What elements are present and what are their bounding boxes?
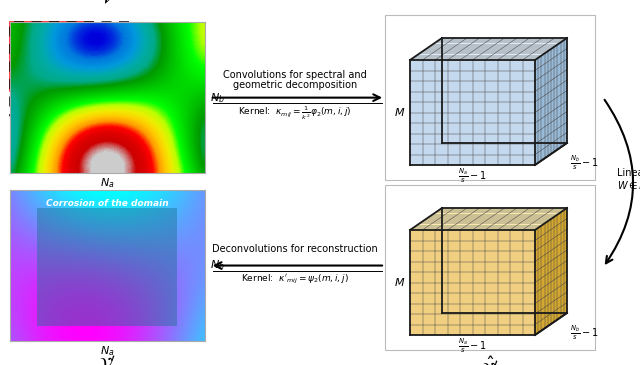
Text: $\frac{N_a}{s}-1$: $\frac{N_a}{s}-1$ <box>458 167 487 185</box>
Polygon shape <box>410 60 535 165</box>
Text: geometric decomposition: geometric decomposition <box>233 80 357 90</box>
Text: $W \in \mathbb{R}^{M\times M}$: $W \in \mathbb{R}^{M\times M}$ <box>617 178 640 192</box>
Bar <box>10 22 136 116</box>
Text: $\mathcal{V}'$: $\mathcal{V}'$ <box>99 355 116 365</box>
Text: $N_a$: $N_a$ <box>100 344 115 358</box>
Text: $(k=2)$: $(k=2)$ <box>17 60 45 72</box>
Text: $\hat{\mathcal{V}}$: $\hat{\mathcal{V}}$ <box>483 0 497 3</box>
Polygon shape <box>410 208 567 230</box>
Text: $M$: $M$ <box>394 277 405 288</box>
Text: $\frac{N_b}{s}-1$: $\frac{N_b}{s}-1$ <box>570 324 599 342</box>
Text: Kernel:  $\kappa_{mij} = \frac{1}{k^2}\varphi_2(m,i,j)$: Kernel: $\kappa_{mij} = \frac{1}{k^2}\va… <box>238 105 351 122</box>
Text: Deconvolutions for reconstruction: Deconvolutions for reconstruction <box>212 243 378 254</box>
Polygon shape <box>535 208 567 335</box>
Text: $\mathcal{V}$: $\mathcal{V}$ <box>100 0 115 8</box>
Text: $\hat{\mathcal{V}}'$: $\hat{\mathcal{V}}'$ <box>481 355 499 365</box>
Text: $M$: $M$ <box>394 107 405 119</box>
Text: $N_a$: $N_a$ <box>100 176 115 190</box>
Text: Convolutions for spectral and: Convolutions for spectral and <box>223 70 367 80</box>
Text: Linear weights: Linear weights <box>617 168 640 177</box>
Text: $N_b$: $N_b$ <box>210 91 225 104</box>
Polygon shape <box>535 38 567 165</box>
FancyBboxPatch shape <box>385 15 595 180</box>
FancyBboxPatch shape <box>385 185 595 350</box>
Text: $s$: $s$ <box>46 45 53 55</box>
Text: $\frac{N_a}{s}-1$: $\frac{N_a}{s}-1$ <box>458 337 487 355</box>
Polygon shape <box>410 38 567 60</box>
Polygon shape <box>410 230 535 335</box>
Text: Kernel:  $\kappa'_{mij} = \psi_2(m,i,j)$: Kernel: $\kappa'_{mij} = \psi_2(m,i,j)$ <box>241 273 349 286</box>
Text: $\mathcal{V}'$: $\mathcal{V}'$ <box>99 159 116 178</box>
Text: $\frac{N_b}{s}-1$: $\frac{N_b}{s}-1$ <box>570 154 599 172</box>
Text: $N$: $N$ <box>40 95 49 107</box>
Bar <box>37 208 177 326</box>
Bar <box>10 22 92 90</box>
Text: Corrosion of the domain: Corrosion of the domain <box>46 199 168 208</box>
Text: $N_b$: $N_b$ <box>210 259 225 272</box>
